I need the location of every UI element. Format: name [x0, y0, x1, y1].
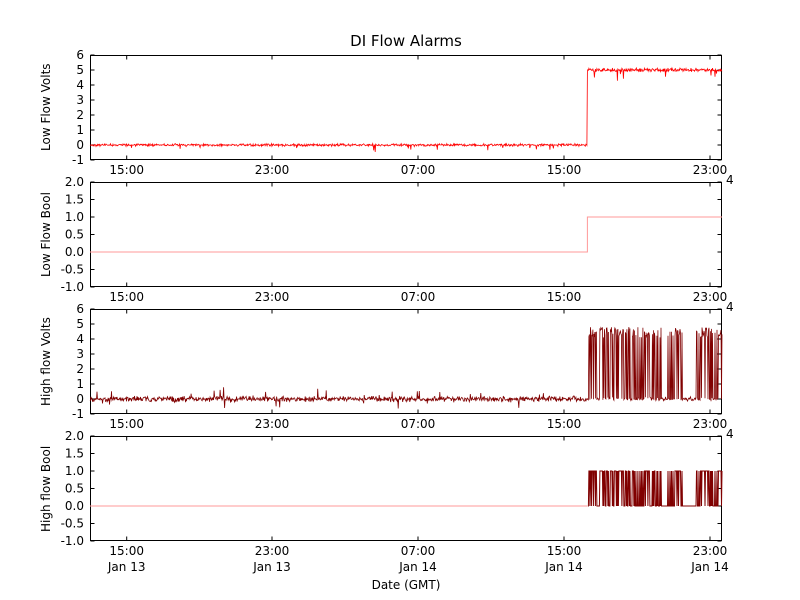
y-tick-label: 1	[76, 123, 84, 137]
y-tick-label: -1.0	[61, 280, 84, 294]
y-tick-label: 2	[76, 362, 84, 376]
axes-frame	[90, 55, 722, 160]
date-tick-label: Jan 13	[252, 560, 291, 574]
y-tick-label: 1	[76, 377, 84, 391]
x-axis-title: Date (GMT)	[372, 578, 441, 592]
y-tick-label: 0.0	[65, 245, 84, 259]
x-tick-label: 23:00	[255, 417, 290, 431]
x-tick-label: 23:00	[255, 544, 290, 558]
x-tick-label: 23:00	[693, 417, 728, 431]
y-tick-label: 1.0	[65, 464, 84, 478]
date-tick-label: Jan 13	[107, 560, 146, 574]
clipped-date-label: 4	[726, 300, 734, 314]
y-tick-label: -1.0	[61, 534, 84, 548]
clipped-date-label: 4	[726, 173, 734, 187]
subplot-low-flow-bool: 15:00 23:00 07:00 15:00 23:00 -1.0 -0.5 0.0 0.5 1…	[61, 173, 734, 304]
y-tick-label: 0.5	[65, 482, 84, 496]
y-tick-label: 2	[76, 108, 84, 122]
x-tick-label: 15:00	[547, 417, 582, 431]
axes-frame	[90, 182, 722, 287]
y-tick-label: 3	[76, 347, 84, 361]
x-tick-label: 07:00	[401, 290, 436, 304]
y-tick-label: 0	[76, 392, 84, 406]
y-tick-label: 2.0	[65, 175, 84, 189]
x-tick-label: 07:00	[401, 544, 436, 558]
date-tick-label: Jan 14	[544, 560, 583, 574]
y-tick-label: 0	[76, 138, 84, 152]
x-tick-label: 07:00	[401, 417, 436, 431]
y-tick-label: 4	[76, 78, 84, 92]
y-tick-label: 0.5	[65, 228, 84, 242]
x-tick-label: 15:00	[547, 163, 582, 177]
x-tick-label: 07:00	[401, 163, 436, 177]
y-tick-label: 5	[76, 317, 84, 331]
x-tick-label: 23:00	[693, 290, 728, 304]
data-trace	[89, 326, 723, 409]
x-tick-label: 15:00	[109, 417, 144, 431]
x-tick-label: 15:00	[109, 163, 144, 177]
y-tick-label: 5	[76, 63, 84, 77]
date-tick-label: Jan 14	[690, 560, 729, 574]
y-tick-label: -1	[72, 407, 84, 421]
x-tick-label: 23:00	[693, 544, 728, 558]
x-tick-label: 15:00	[547, 544, 582, 558]
y-tick-label: 1.0	[65, 210, 84, 224]
x-tick-label: 15:00	[109, 544, 144, 558]
x-tick-label: 23:00	[693, 163, 728, 177]
y-tick-label: 6	[76, 48, 84, 62]
data-trace	[90, 216, 722, 253]
x-tick-label: 23:00	[255, 290, 290, 304]
subplot-high-flow-bool: 15:00 23:00 07:00 15:00 23:00 -1.0 -0.5 0.0 0.5 1…	[61, 427, 734, 592]
y-tick-label: -0.5	[61, 517, 84, 531]
y-tick-label: 6	[76, 302, 84, 316]
y-tick-label: 3	[76, 93, 84, 107]
y-tick-label: -1	[72, 153, 84, 167]
date-tick-label: Jan 14	[398, 560, 437, 574]
x-tick-label: 15:00	[547, 290, 582, 304]
y-tick-label: 1.5	[65, 447, 84, 461]
y-tick-label: 1.5	[65, 193, 84, 207]
clipped-date-label: 4	[726, 427, 734, 441]
data-trace	[89, 66, 723, 153]
y-tick-label: 2.0	[65, 429, 84, 443]
x-tick-label: 15:00	[109, 290, 144, 304]
chart-title: DI Flow Alarms	[350, 32, 462, 50]
x-tick-label: 23:00	[255, 163, 290, 177]
y-tick-label: -0.5	[61, 263, 84, 277]
y-tick-label: 4	[76, 332, 84, 346]
data-trace	[587, 470, 723, 507]
y-tick-label: 0.0	[65, 499, 84, 513]
